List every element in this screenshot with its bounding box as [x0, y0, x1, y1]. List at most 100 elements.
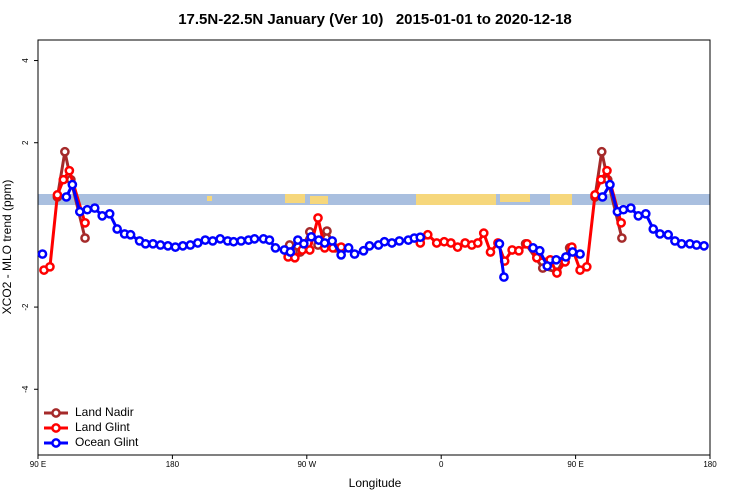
data-point — [640, 208, 651, 219]
legend-marker — [51, 423, 61, 433]
land-patch — [550, 194, 572, 205]
data-point — [319, 238, 330, 248]
data-point — [215, 234, 226, 244]
data-point — [343, 243, 354, 253]
land-patch — [416, 194, 496, 205]
data-point — [514, 245, 524, 256]
ocean-strip — [38, 194, 710, 205]
data-point — [575, 249, 585, 259]
data-point — [200, 235, 211, 245]
legend-marker — [51, 438, 61, 448]
data-point — [112, 224, 122, 234]
data-point — [60, 146, 70, 157]
chart-title: 17.5N-22.5N January (Ver 10) 2015-01-01 … — [178, 11, 572, 28]
data-point — [178, 241, 188, 251]
data-point — [415, 232, 426, 243]
data-point — [648, 224, 659, 234]
data-point — [322, 226, 332, 236]
legend-label: Ocean Glint — [75, 435, 139, 449]
data-point — [617, 233, 627, 243]
data-point — [228, 236, 239, 247]
data-point — [618, 204, 629, 215]
data-point — [596, 146, 607, 157]
data-point — [148, 238, 158, 249]
data-point — [596, 174, 606, 185]
data-point — [67, 179, 78, 190]
data-point — [561, 252, 571, 262]
data-point — [581, 261, 592, 272]
data-point — [499, 272, 509, 282]
data-point — [422, 229, 433, 240]
data-point — [37, 249, 48, 259]
x-tick-label: 180 — [703, 460, 717, 469]
data-point — [452, 242, 463, 252]
data-point — [58, 174, 69, 185]
data-point — [567, 247, 578, 257]
x-tick-label: 90 E — [567, 460, 583, 469]
data-point — [61, 192, 72, 202]
data-point — [336, 250, 346, 260]
data-point — [676, 238, 687, 249]
data-point — [616, 217, 626, 228]
surface-strip — [38, 194, 710, 205]
data-point — [358, 245, 369, 256]
data-point — [236, 236, 246, 246]
data-point — [478, 228, 489, 238]
data-point — [80, 233, 90, 243]
y-tick-label: -4 — [21, 385, 30, 393]
data-point — [552, 268, 562, 278]
data-point — [655, 229, 665, 239]
data-point — [207, 236, 218, 246]
data-point — [551, 254, 562, 265]
data-point — [185, 240, 196, 250]
data-point — [163, 241, 173, 251]
data-point — [327, 236, 338, 246]
data-point — [472, 238, 483, 248]
data-point — [387, 238, 397, 248]
land-patch — [285, 194, 305, 203]
data-point — [313, 213, 323, 223]
y-tick-label: -2 — [21, 303, 30, 311]
data-point — [485, 247, 496, 257]
data-point — [298, 238, 309, 249]
data-point — [89, 203, 100, 213]
x-axis-label: Longitude — [349, 476, 402, 490]
data-point — [699, 241, 709, 251]
data-point — [97, 211, 108, 221]
data-point — [155, 240, 166, 250]
data-point — [602, 165, 612, 176]
x-tick-label: 0 — [439, 460, 444, 469]
land-patch — [500, 194, 530, 202]
data-point — [431, 238, 442, 248]
data-point — [626, 203, 636, 213]
data-point — [663, 229, 674, 240]
x-tick-label: 180 — [166, 460, 180, 469]
data-point — [170, 242, 181, 252]
data-point — [306, 231, 317, 242]
data-point — [364, 241, 375, 251]
legend-label: Land Glint — [75, 420, 130, 434]
data-point — [590, 190, 600, 200]
data-point — [249, 234, 260, 244]
data-point — [349, 249, 360, 259]
data-point — [52, 190, 63, 200]
data-point — [542, 261, 553, 271]
land-patch — [310, 196, 328, 204]
x-tick-label: 90 W — [297, 460, 316, 469]
data-point — [270, 243, 281, 253]
data-point — [379, 236, 390, 247]
y-tick-label: 2 — [21, 140, 30, 145]
data-point — [633, 211, 644, 221]
x-tick-label: 90 E — [30, 460, 46, 469]
plot-frame — [37, 39, 711, 456]
y-axis-label: XCO2 - MLO trend (ppm) — [0, 180, 14, 315]
data-point — [192, 238, 203, 248]
data-point — [45, 261, 55, 272]
data-point — [264, 235, 275, 245]
data-point — [125, 229, 136, 240]
legend-marker — [51, 408, 61, 418]
data-point — [285, 247, 296, 257]
data-point — [691, 240, 702, 250]
